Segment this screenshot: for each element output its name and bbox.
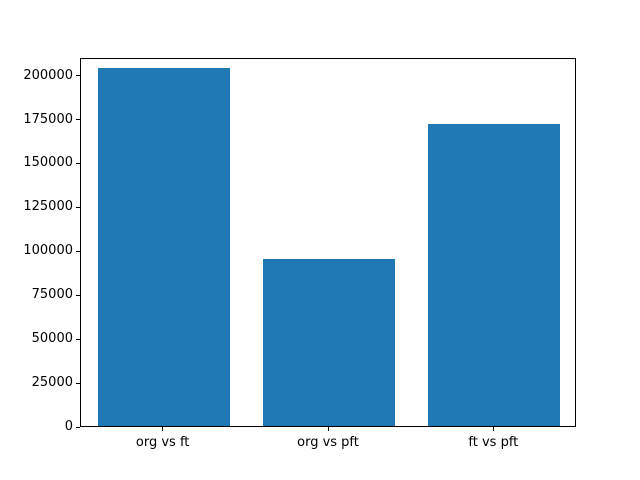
y-tick-label: 150000 bbox=[23, 155, 73, 171]
y-tick-mark bbox=[76, 426, 80, 428]
y-tick-label: 200000 bbox=[23, 67, 73, 83]
y-tick-label: 25000 bbox=[31, 375, 73, 391]
plot-area bbox=[80, 58, 576, 427]
x-tick-mark bbox=[492, 427, 494, 431]
y-tick-mark bbox=[76, 382, 80, 384]
y-tick-label: 0 bbox=[64, 419, 73, 434]
x-tick-mark bbox=[162, 427, 164, 431]
y-tick-label: 175000 bbox=[23, 111, 73, 127]
y-tick-mark bbox=[76, 250, 80, 252]
y-tick-label: 50000 bbox=[31, 331, 73, 347]
bar bbox=[262, 259, 396, 426]
y-tick-label: 100000 bbox=[23, 243, 73, 259]
y-tick-mark bbox=[76, 119, 80, 120]
y-tick-mark bbox=[76, 162, 80, 164]
y-tick-mark bbox=[76, 75, 80, 77]
x-tick-mark bbox=[327, 427, 329, 431]
y-tick-mark bbox=[76, 294, 80, 296]
y-tick-label: 75000 bbox=[31, 287, 73, 303]
bar bbox=[97, 67, 230, 426]
x-tick-label: org vs ft bbox=[135, 435, 190, 450]
x-tick-label: org vs pft bbox=[297, 435, 359, 450]
y-tick-label: 125000 bbox=[23, 199, 73, 215]
x-tick-label: ft vs pft bbox=[468, 435, 519, 450]
y-tick-mark bbox=[76, 338, 80, 340]
y-tick-mark bbox=[76, 206, 80, 208]
bar bbox=[428, 123, 561, 426]
